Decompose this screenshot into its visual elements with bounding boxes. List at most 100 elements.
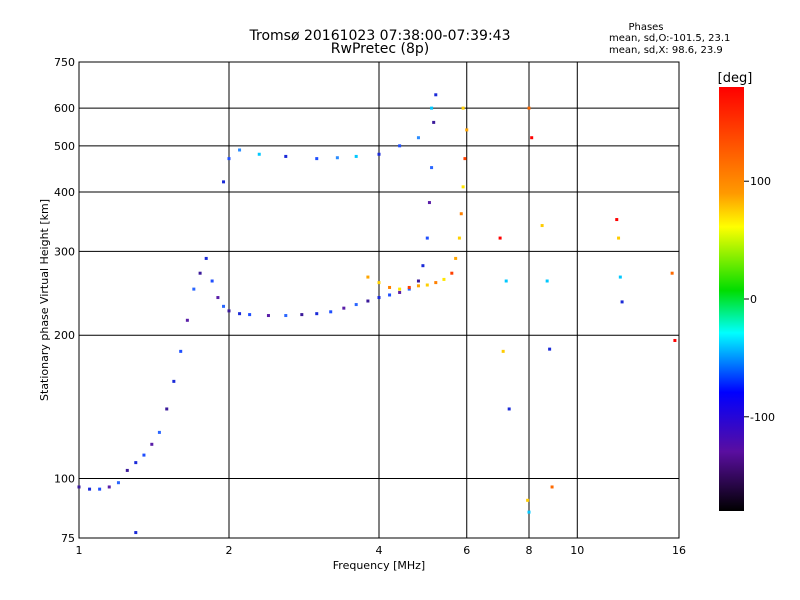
- data-point: [526, 498, 530, 502]
- data-point: [185, 318, 189, 322]
- y-axis-ticks: 75 100 200 300 400 500 600 750: [54, 56, 75, 545]
- data-point: [388, 293, 392, 297]
- colorbar-tick-label: 100: [750, 175, 771, 188]
- data-point: [227, 309, 231, 313]
- data-point: [457, 236, 461, 240]
- data-point: [204, 256, 208, 260]
- data-point: [216, 296, 220, 300]
- data-point: [116, 481, 120, 485]
- chart-title: Tromsø 20161023 07:38:00-07:39:43: [249, 28, 511, 44]
- data-points: [77, 93, 677, 535]
- data-point: [450, 271, 454, 275]
- data-point: [366, 275, 370, 279]
- data-point: [442, 277, 446, 281]
- data-point: [540, 224, 544, 228]
- grid-lines: [79, 62, 679, 538]
- data-point: [416, 279, 420, 283]
- data-point: [142, 453, 146, 457]
- data-point: [222, 180, 226, 184]
- x-tick-label: 8: [526, 544, 533, 557]
- plot-area: 1 2 4 6 8 10 16 75 100 200 300 400 500 600 750: [54, 56, 686, 557]
- data-point: [329, 310, 333, 314]
- data-point: [238, 312, 242, 316]
- data-point: [388, 285, 392, 289]
- data-point: [618, 275, 622, 279]
- data-point: [88, 487, 92, 491]
- data-point: [134, 461, 138, 465]
- data-point: [107, 485, 111, 489]
- data-point: [315, 157, 319, 161]
- colorbar-tick-label: -100: [750, 411, 775, 424]
- colorbar-tick-label: 0: [750, 293, 757, 306]
- data-point: [284, 314, 288, 318]
- data-point: [504, 279, 508, 283]
- data-point: [398, 290, 402, 294]
- data-point: [354, 154, 358, 158]
- data-point: [222, 304, 226, 308]
- x-tick-label: 10: [570, 544, 584, 557]
- data-point: [238, 148, 242, 152]
- data-point: [335, 156, 339, 160]
- data-point: [125, 468, 129, 472]
- data-point: [421, 264, 425, 268]
- data-point: [416, 136, 420, 140]
- data-point: [430, 106, 434, 110]
- data-point: [398, 287, 402, 291]
- y-tick-label: 400: [54, 186, 75, 199]
- data-point: [507, 407, 511, 411]
- data-point: [366, 299, 370, 303]
- colorbar: [719, 87, 744, 511]
- x-tick-label: 1: [76, 544, 83, 557]
- data-point: [425, 283, 429, 287]
- data-point: [165, 407, 169, 411]
- legend-line-o: mean, sd,O:-101.5, 23.1: [609, 33, 730, 44]
- data-point: [615, 218, 619, 222]
- data-point: [620, 300, 624, 304]
- data-point: [617, 236, 621, 240]
- legend-title: Phases: [628, 22, 663, 33]
- colorbar-ticks: 100 0 -100: [744, 175, 775, 424]
- data-point: [266, 314, 270, 318]
- data-point: [530, 136, 534, 140]
- legend-line-x: mean, sd,X: 98.6, 23.9: [609, 45, 723, 56]
- x-axis-ticks: 1 2 4 6 8 10 16: [76, 544, 687, 557]
- data-point: [342, 306, 346, 310]
- y-tick-label: 100: [54, 473, 75, 486]
- data-point: [179, 349, 183, 353]
- data-point: [192, 287, 196, 291]
- data-point: [454, 256, 458, 260]
- data-point: [157, 430, 161, 434]
- data-point: [248, 313, 252, 317]
- data-point: [257, 152, 261, 156]
- data-point: [670, 271, 674, 275]
- data-point: [434, 93, 438, 97]
- x-tick-label: 2: [226, 544, 233, 557]
- data-point: [98, 487, 102, 491]
- y-tick-label: 75: [61, 532, 75, 545]
- data-point: [432, 120, 436, 124]
- data-point: [77, 485, 81, 489]
- data-point: [465, 128, 469, 132]
- colorbar-label: [deg]: [718, 71, 753, 86]
- data-point: [461, 185, 465, 189]
- data-point: [172, 379, 176, 383]
- data-point: [210, 279, 214, 283]
- data-point: [527, 106, 531, 110]
- data-point: [545, 279, 549, 283]
- data-point: [134, 531, 138, 535]
- data-point: [501, 349, 505, 353]
- data-point: [377, 296, 381, 300]
- x-tick-label: 6: [463, 544, 470, 557]
- y-tick-label: 300: [54, 245, 75, 258]
- y-tick-label: 750: [54, 56, 75, 69]
- data-point: [407, 287, 411, 291]
- x-axis-label: Frequency [MHz]: [333, 559, 425, 572]
- data-point: [284, 154, 288, 158]
- data-point: [527, 510, 531, 514]
- chart-subtitle: RwPretec (8p): [331, 41, 429, 57]
- data-point: [300, 313, 304, 317]
- data-point: [198, 271, 202, 275]
- data-point: [461, 106, 465, 110]
- data-point: [550, 485, 554, 489]
